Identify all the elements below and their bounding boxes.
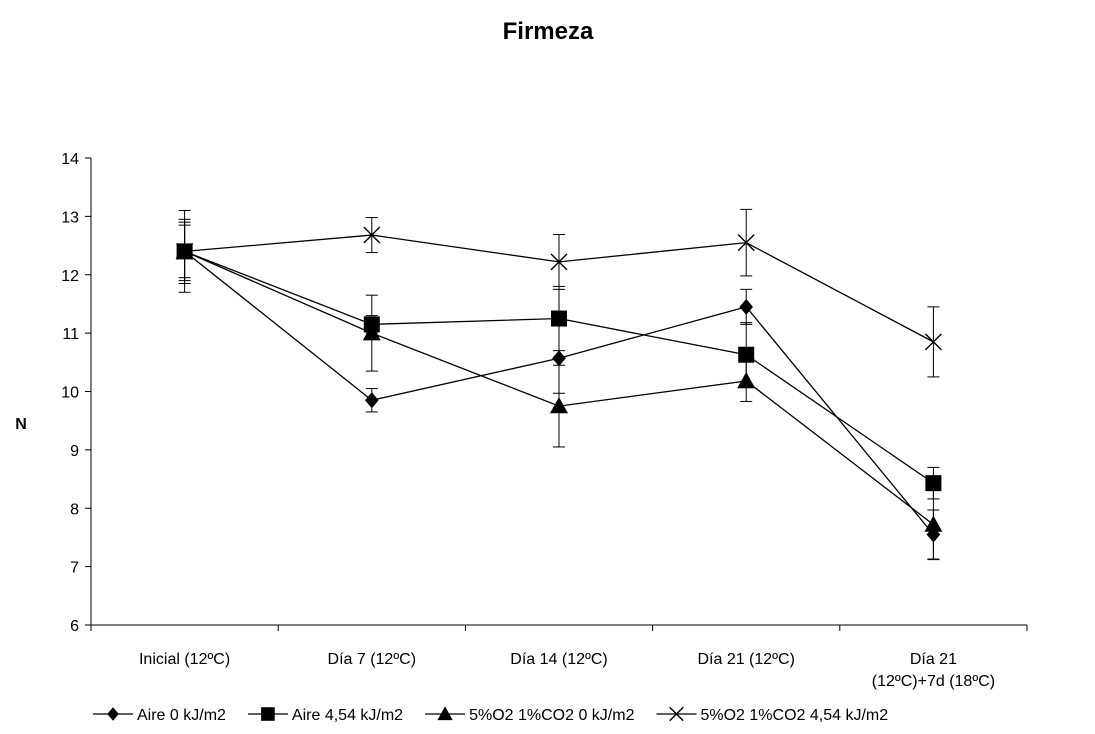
data-point <box>924 515 943 532</box>
y-tick-label: 6 <box>70 618 79 635</box>
data-point <box>362 324 381 341</box>
x-tick-label: Día 14 (12ºC) <box>510 651 607 668</box>
legend-item: 5%O2 1%CO2 0 kJ/m2 <box>425 706 635 724</box>
y-tick-label: 9 <box>70 443 79 460</box>
y-axis-label: N <box>15 416 27 433</box>
legend-marker <box>437 706 453 721</box>
legend-item: 5%O2 1%CO2 4,54 kJ/m2 <box>656 706 888 724</box>
chart-title: Firmeza <box>503 18 594 45</box>
data-point <box>738 346 755 363</box>
legend-marker <box>669 706 684 722</box>
y-tick-label: 8 <box>70 501 79 518</box>
data-point <box>365 392 379 409</box>
x-tick-label: Día 7 (12ºC) <box>328 651 417 668</box>
data-point <box>737 371 756 389</box>
x-tick-label: Día 21 (12ºC)+7d (18ºC) <box>872 651 995 690</box>
legend-label: 5%O2 1%CO2 0 kJ/m2 <box>469 707 635 724</box>
y-tick-label: 12 <box>61 268 79 285</box>
data-point <box>363 226 381 244</box>
series-layer <box>175 208 943 561</box>
x-tick-label: Día 21 (12ºC) <box>697 651 794 668</box>
y-tick-label: 14 <box>61 151 79 168</box>
data-point <box>739 298 753 315</box>
legend-label: Aire 4,54 kJ/m2 <box>292 707 403 724</box>
legend-marker <box>107 707 119 721</box>
legend-label: 5%O2 1%CO2 4,54 kJ/m2 <box>700 707 888 724</box>
y-tick-label: 11 <box>62 326 79 343</box>
legend-item: Aire 0 kJ/m2 <box>93 707 226 724</box>
legend-item: Aire 4,54 kJ/m2 <box>247 707 403 724</box>
data-point <box>924 333 942 351</box>
legend-label: Aire 0 kJ/m2 <box>137 707 226 724</box>
legend-marker <box>261 707 275 721</box>
axes: 6 7 8 9 10 11 12 13 14 Inicial (12ºC) Día 7 (12ºC)… <box>61 151 1028 690</box>
y-tick-label: 10 <box>61 385 79 402</box>
legend: Aire 0 kJ/m2 Aire 4,54 kJ/m2 5%O2 1%CO2 0 … <box>93 706 888 724</box>
data-point <box>176 242 194 260</box>
y-tick-label: 7 <box>70 560 79 577</box>
data-point <box>550 253 568 271</box>
data-point <box>925 475 942 492</box>
data-point <box>552 350 566 367</box>
x-tick-label: Inicial (12ºC) <box>139 651 230 668</box>
y-tick-label: 13 <box>61 209 79 226</box>
data-point <box>551 310 567 327</box>
series-4 <box>176 208 942 378</box>
data-point <box>737 234 755 252</box>
data-point <box>550 397 568 414</box>
